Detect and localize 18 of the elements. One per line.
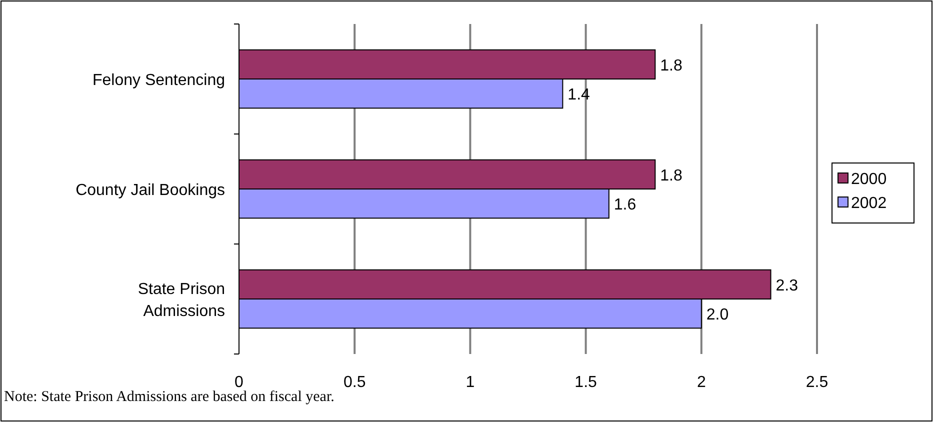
y-tick-label: Felony Sentencing bbox=[92, 72, 225, 89]
text: Note: State Prison Admissions are based on fiscal year. bbox=[4, 389, 334, 405]
x-tick-label: 2 bbox=[696, 374, 706, 391]
data-label: 2.0 bbox=[706, 306, 729, 324]
data-label: 1.6 bbox=[614, 196, 636, 214]
data-label: 1.4 bbox=[568, 86, 590, 104]
data-label: 1.8 bbox=[660, 167, 683, 184]
data-label: 2.3 bbox=[776, 277, 798, 294]
x-tick-label: 1 bbox=[466, 374, 475, 391]
legend-label: 2002 bbox=[851, 195, 887, 212]
x-tick-label: 1.5 bbox=[574, 374, 598, 391]
x-tick-label: 0.5 bbox=[343, 374, 366, 391]
y-tick-label: State Prison Admissions bbox=[138, 281, 225, 320]
y-tick-label: County Jail Bookings bbox=[76, 182, 225, 199]
data-label: 1.8 bbox=[660, 57, 683, 74]
legend-label: 2000 bbox=[851, 171, 887, 188]
x-tick-label: 0 bbox=[234, 374, 244, 391]
x-tick-label: 2.5 bbox=[806, 374, 828, 391]
